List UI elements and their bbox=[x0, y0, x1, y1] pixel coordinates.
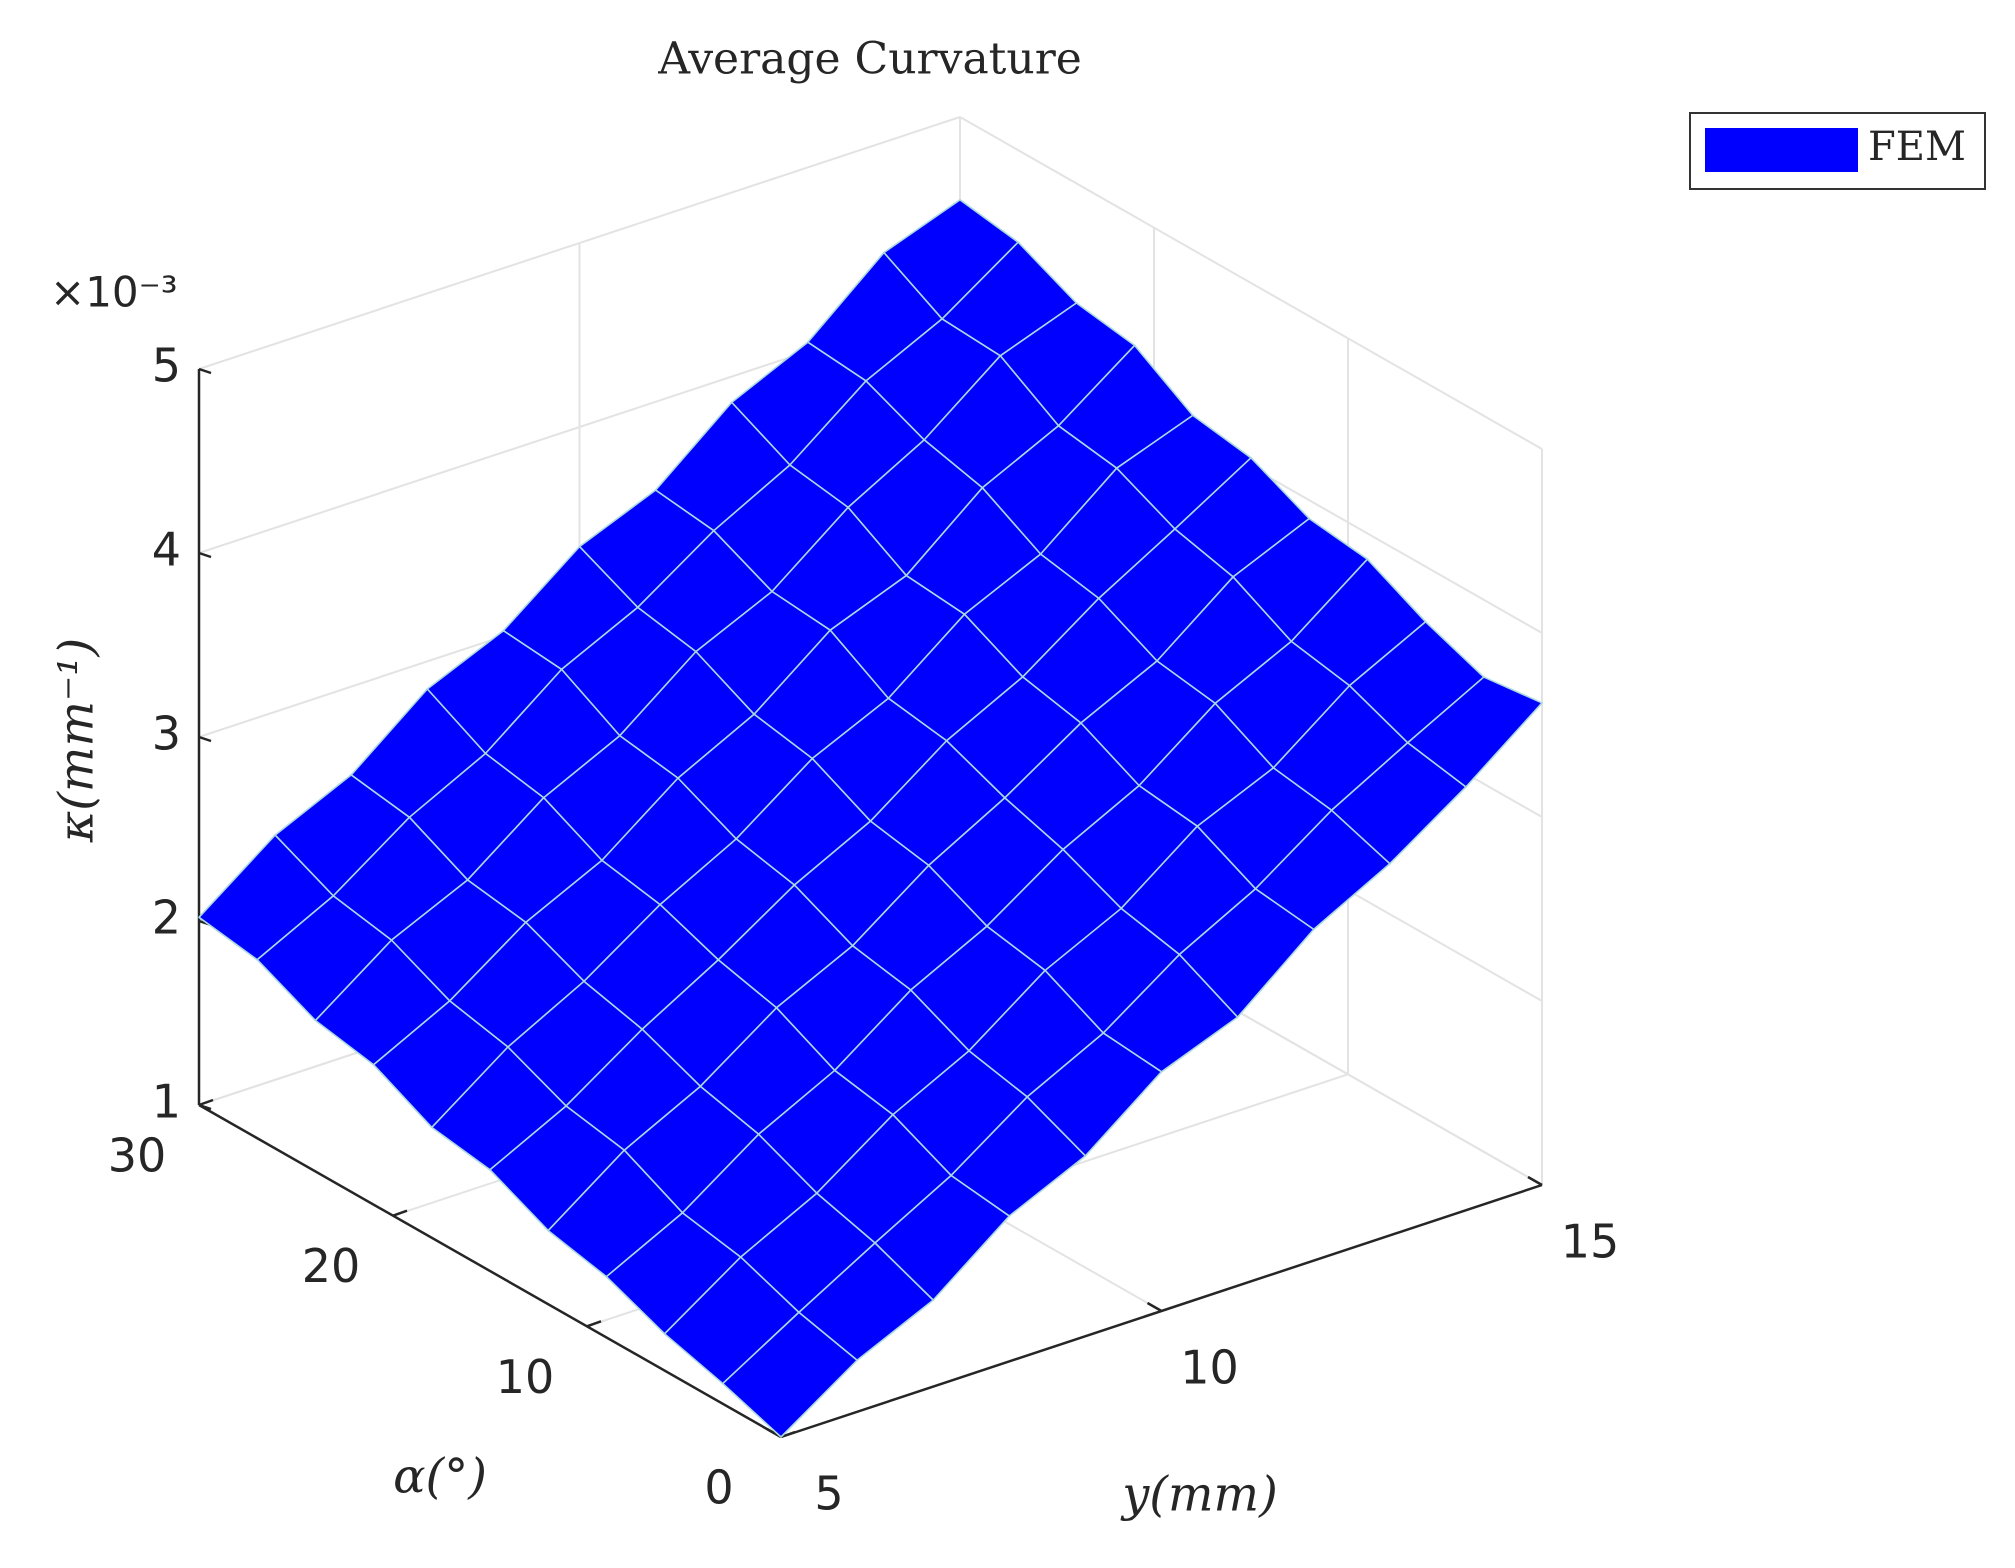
z-multiplier: ×10⁻³ bbox=[50, 268, 178, 317]
legend-label: FEM bbox=[1868, 124, 1966, 170]
y-tick bbox=[392, 1209, 408, 1217]
x-tick-label: 10 bbox=[1180, 1341, 1239, 1395]
axes: 1 2 3 4 5 5 10 15 0 10 20 30 bbox=[108, 339, 1620, 1521]
z-tick bbox=[198, 1103, 212, 1111]
chart-title: Average Curvature bbox=[657, 34, 1082, 85]
legend: FEM bbox=[1689, 112, 1986, 190]
y-tick-label: 20 bbox=[302, 1239, 361, 1293]
x-tick-label: 5 bbox=[814, 1467, 843, 1521]
grid-line bbox=[959, 116, 1543, 450]
x-tick bbox=[1146, 1301, 1163, 1313]
y-tick-label: 10 bbox=[496, 1350, 555, 1404]
z-tick-label: 1 bbox=[152, 1075, 181, 1129]
z-tick-label: 3 bbox=[152, 707, 181, 761]
x-tick bbox=[1527, 1175, 1543, 1187]
z-tick bbox=[198, 735, 212, 743]
legend-swatch bbox=[1705, 128, 1858, 172]
z-tick-label: 2 bbox=[152, 891, 181, 945]
y-tick-label: 30 bbox=[108, 1129, 167, 1183]
z-tick-label: 5 bbox=[152, 339, 181, 393]
y-tick bbox=[780, 1430, 796, 1439]
surface bbox=[198, 199, 1543, 1438]
z-tick bbox=[198, 551, 212, 559]
z-tick-label: 4 bbox=[152, 523, 181, 577]
axis-line bbox=[198, 1103, 782, 1439]
y-tick-label: 0 bbox=[704, 1461, 733, 1515]
x-axis-label: y(mm) bbox=[1120, 1467, 1278, 1523]
y-axis-label: α(°) bbox=[393, 1449, 487, 1505]
y-tick bbox=[198, 1098, 214, 1107]
z-axis-label: κ(mm⁻¹) bbox=[49, 638, 105, 844]
y-tick bbox=[586, 1320, 602, 1328]
z-tick bbox=[198, 367, 212, 375]
x-tick-label: 15 bbox=[1561, 1215, 1620, 1269]
surface-patch bbox=[721, 1311, 858, 1438]
